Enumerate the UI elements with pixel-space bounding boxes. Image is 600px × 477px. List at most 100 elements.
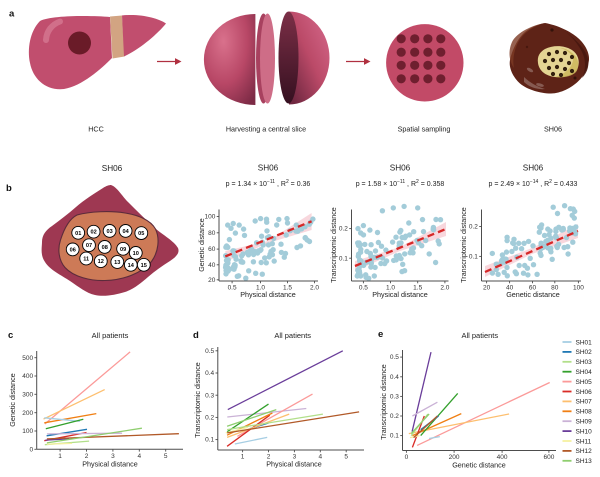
svg-text:0.3: 0.3 bbox=[205, 392, 214, 399]
svg-text:SH10: SH10 bbox=[576, 428, 593, 435]
svg-text:60: 60 bbox=[529, 285, 537, 292]
svg-text:2.0: 2.0 bbox=[310, 285, 319, 292]
svg-text:80: 80 bbox=[551, 285, 559, 292]
svg-text:SH03: SH03 bbox=[576, 359, 593, 366]
svg-text:300: 300 bbox=[22, 391, 33, 398]
svg-text:Genetic distance: Genetic distance bbox=[8, 373, 17, 427]
svg-text:Transcriptomic distance: Transcriptomic distance bbox=[193, 362, 202, 438]
svg-text:0: 0 bbox=[29, 446, 33, 453]
svg-text:0.1: 0.1 bbox=[205, 437, 214, 444]
svg-text:SH04: SH04 bbox=[576, 369, 593, 376]
svg-text:SH11: SH11 bbox=[576, 438, 592, 445]
svg-text:HCC: HCC bbox=[88, 125, 104, 134]
svg-text:Genetic distance: Genetic distance bbox=[506, 290, 560, 299]
svg-text:200: 200 bbox=[449, 454, 460, 461]
svg-text:SH09: SH09 bbox=[576, 419, 593, 426]
svg-text:0.2: 0.2 bbox=[339, 226, 348, 233]
svg-text:SH06: SH06 bbox=[258, 164, 279, 173]
svg-text:40: 40 bbox=[506, 285, 514, 292]
svg-text:SH07: SH07 bbox=[576, 399, 593, 406]
svg-text:Spatial sampling: Spatial sampling bbox=[398, 125, 451, 134]
svg-text:SH01: SH01 bbox=[576, 339, 593, 346]
svg-text:2: 2 bbox=[267, 454, 271, 461]
svg-text:0.1: 0.1 bbox=[469, 254, 478, 261]
svg-text:Genetic distance: Genetic distance bbox=[197, 218, 206, 272]
svg-text:SH06: SH06 bbox=[576, 389, 593, 396]
svg-text:80: 80 bbox=[208, 230, 216, 237]
svg-text:13: 13 bbox=[114, 260, 120, 266]
svg-text:600: 600 bbox=[543, 454, 554, 461]
svg-text:SH06: SH06 bbox=[523, 164, 544, 173]
svg-text:Physical distance: Physical distance bbox=[82, 460, 138, 469]
svg-text:100: 100 bbox=[573, 285, 584, 292]
svg-text:5: 5 bbox=[164, 453, 168, 460]
svg-text:All patients: All patients bbox=[461, 331, 498, 340]
svg-text:0.5: 0.5 bbox=[359, 285, 368, 292]
svg-text:4: 4 bbox=[318, 454, 322, 461]
svg-text:15: 15 bbox=[141, 263, 147, 269]
svg-text:11: 11 bbox=[83, 257, 89, 263]
svg-text:1.0: 1.0 bbox=[386, 285, 395, 292]
svg-text:100: 100 bbox=[205, 214, 216, 221]
svg-text:200: 200 bbox=[22, 410, 33, 417]
svg-text:10: 10 bbox=[133, 251, 139, 257]
svg-text:e: e bbox=[378, 329, 383, 340]
svg-text:0.1: 0.1 bbox=[339, 255, 348, 262]
svg-text:3: 3 bbox=[293, 454, 297, 461]
svg-text:Transcriptomic distance: Transcriptomic distance bbox=[329, 207, 338, 283]
svg-text:0.5: 0.5 bbox=[390, 354, 399, 361]
svg-text:01: 01 bbox=[75, 231, 81, 237]
svg-text:09: 09 bbox=[120, 247, 126, 253]
svg-text:1: 1 bbox=[58, 453, 62, 460]
svg-text:p = 1.34 × 10−11 , R2 = 0.36: p = 1.34 × 10−11 , R2 = 0.36 bbox=[226, 179, 311, 188]
svg-text:3: 3 bbox=[111, 453, 115, 460]
svg-text:02: 02 bbox=[90, 230, 96, 236]
svg-text:SH02: SH02 bbox=[576, 349, 593, 356]
svg-text:p = 1.58 × 10−11 , R2 = 0.358: p = 1.58 × 10−11 , R2 = 0.358 bbox=[356, 179, 445, 188]
svg-text:p = 2.49 × 10−14 , R2 = 0.433: p = 2.49 × 10−14 , R2 = 0.433 bbox=[489, 179, 578, 188]
svg-text:b: b bbox=[6, 183, 12, 194]
svg-text:14: 14 bbox=[128, 263, 135, 269]
svg-text:Physical distance: Physical distance bbox=[266, 460, 322, 469]
svg-text:5: 5 bbox=[344, 454, 348, 461]
svg-text:a: a bbox=[9, 9, 15, 20]
svg-text:Harvesting a central slice: Harvesting a central slice bbox=[226, 125, 306, 134]
svg-text:1.5: 1.5 bbox=[413, 285, 422, 292]
svg-text:SH06: SH06 bbox=[102, 164, 123, 173]
svg-text:SH06: SH06 bbox=[544, 125, 562, 134]
svg-text:0.2: 0.2 bbox=[469, 224, 478, 231]
svg-text:20: 20 bbox=[483, 285, 491, 292]
svg-text:500: 500 bbox=[22, 355, 33, 362]
svg-text:SH13: SH13 bbox=[576, 458, 593, 465]
svg-text:SH05: SH05 bbox=[576, 379, 593, 386]
svg-text:c: c bbox=[8, 330, 13, 341]
svg-text:Transcriptomic distance: Transcriptomic distance bbox=[379, 364, 388, 440]
svg-text:Transcriptomic distance: Transcriptomic distance bbox=[459, 207, 468, 283]
svg-text:100: 100 bbox=[22, 428, 33, 435]
svg-text:d: d bbox=[193, 330, 199, 341]
svg-text:0.4: 0.4 bbox=[390, 374, 399, 381]
svg-text:0.5: 0.5 bbox=[205, 348, 214, 355]
svg-text:All patients: All patients bbox=[274, 331, 311, 340]
svg-text:Physical distance: Physical distance bbox=[372, 290, 428, 299]
svg-text:1.5: 1.5 bbox=[283, 285, 292, 292]
svg-text:0.2: 0.2 bbox=[390, 413, 399, 420]
svg-text:2.0: 2.0 bbox=[440, 285, 449, 292]
svg-text:0: 0 bbox=[405, 454, 409, 461]
svg-text:2: 2 bbox=[85, 453, 89, 460]
svg-text:40: 40 bbox=[208, 262, 216, 269]
svg-text:06: 06 bbox=[70, 247, 76, 253]
svg-text:SH06: SH06 bbox=[390, 164, 411, 173]
svg-text:03: 03 bbox=[106, 229, 112, 235]
svg-text:400: 400 bbox=[22, 373, 33, 380]
svg-text:All patients: All patients bbox=[92, 331, 129, 340]
svg-text:05: 05 bbox=[138, 231, 144, 237]
svg-text:0.3: 0.3 bbox=[390, 394, 399, 401]
svg-text:SH08: SH08 bbox=[576, 409, 593, 416]
svg-text:60: 60 bbox=[208, 246, 216, 253]
svg-text:07: 07 bbox=[86, 243, 92, 249]
svg-text:Physical distance: Physical distance bbox=[240, 290, 296, 299]
svg-text:400: 400 bbox=[497, 454, 508, 461]
svg-text:0.1: 0.1 bbox=[390, 433, 399, 440]
svg-text:1.0: 1.0 bbox=[256, 285, 265, 292]
